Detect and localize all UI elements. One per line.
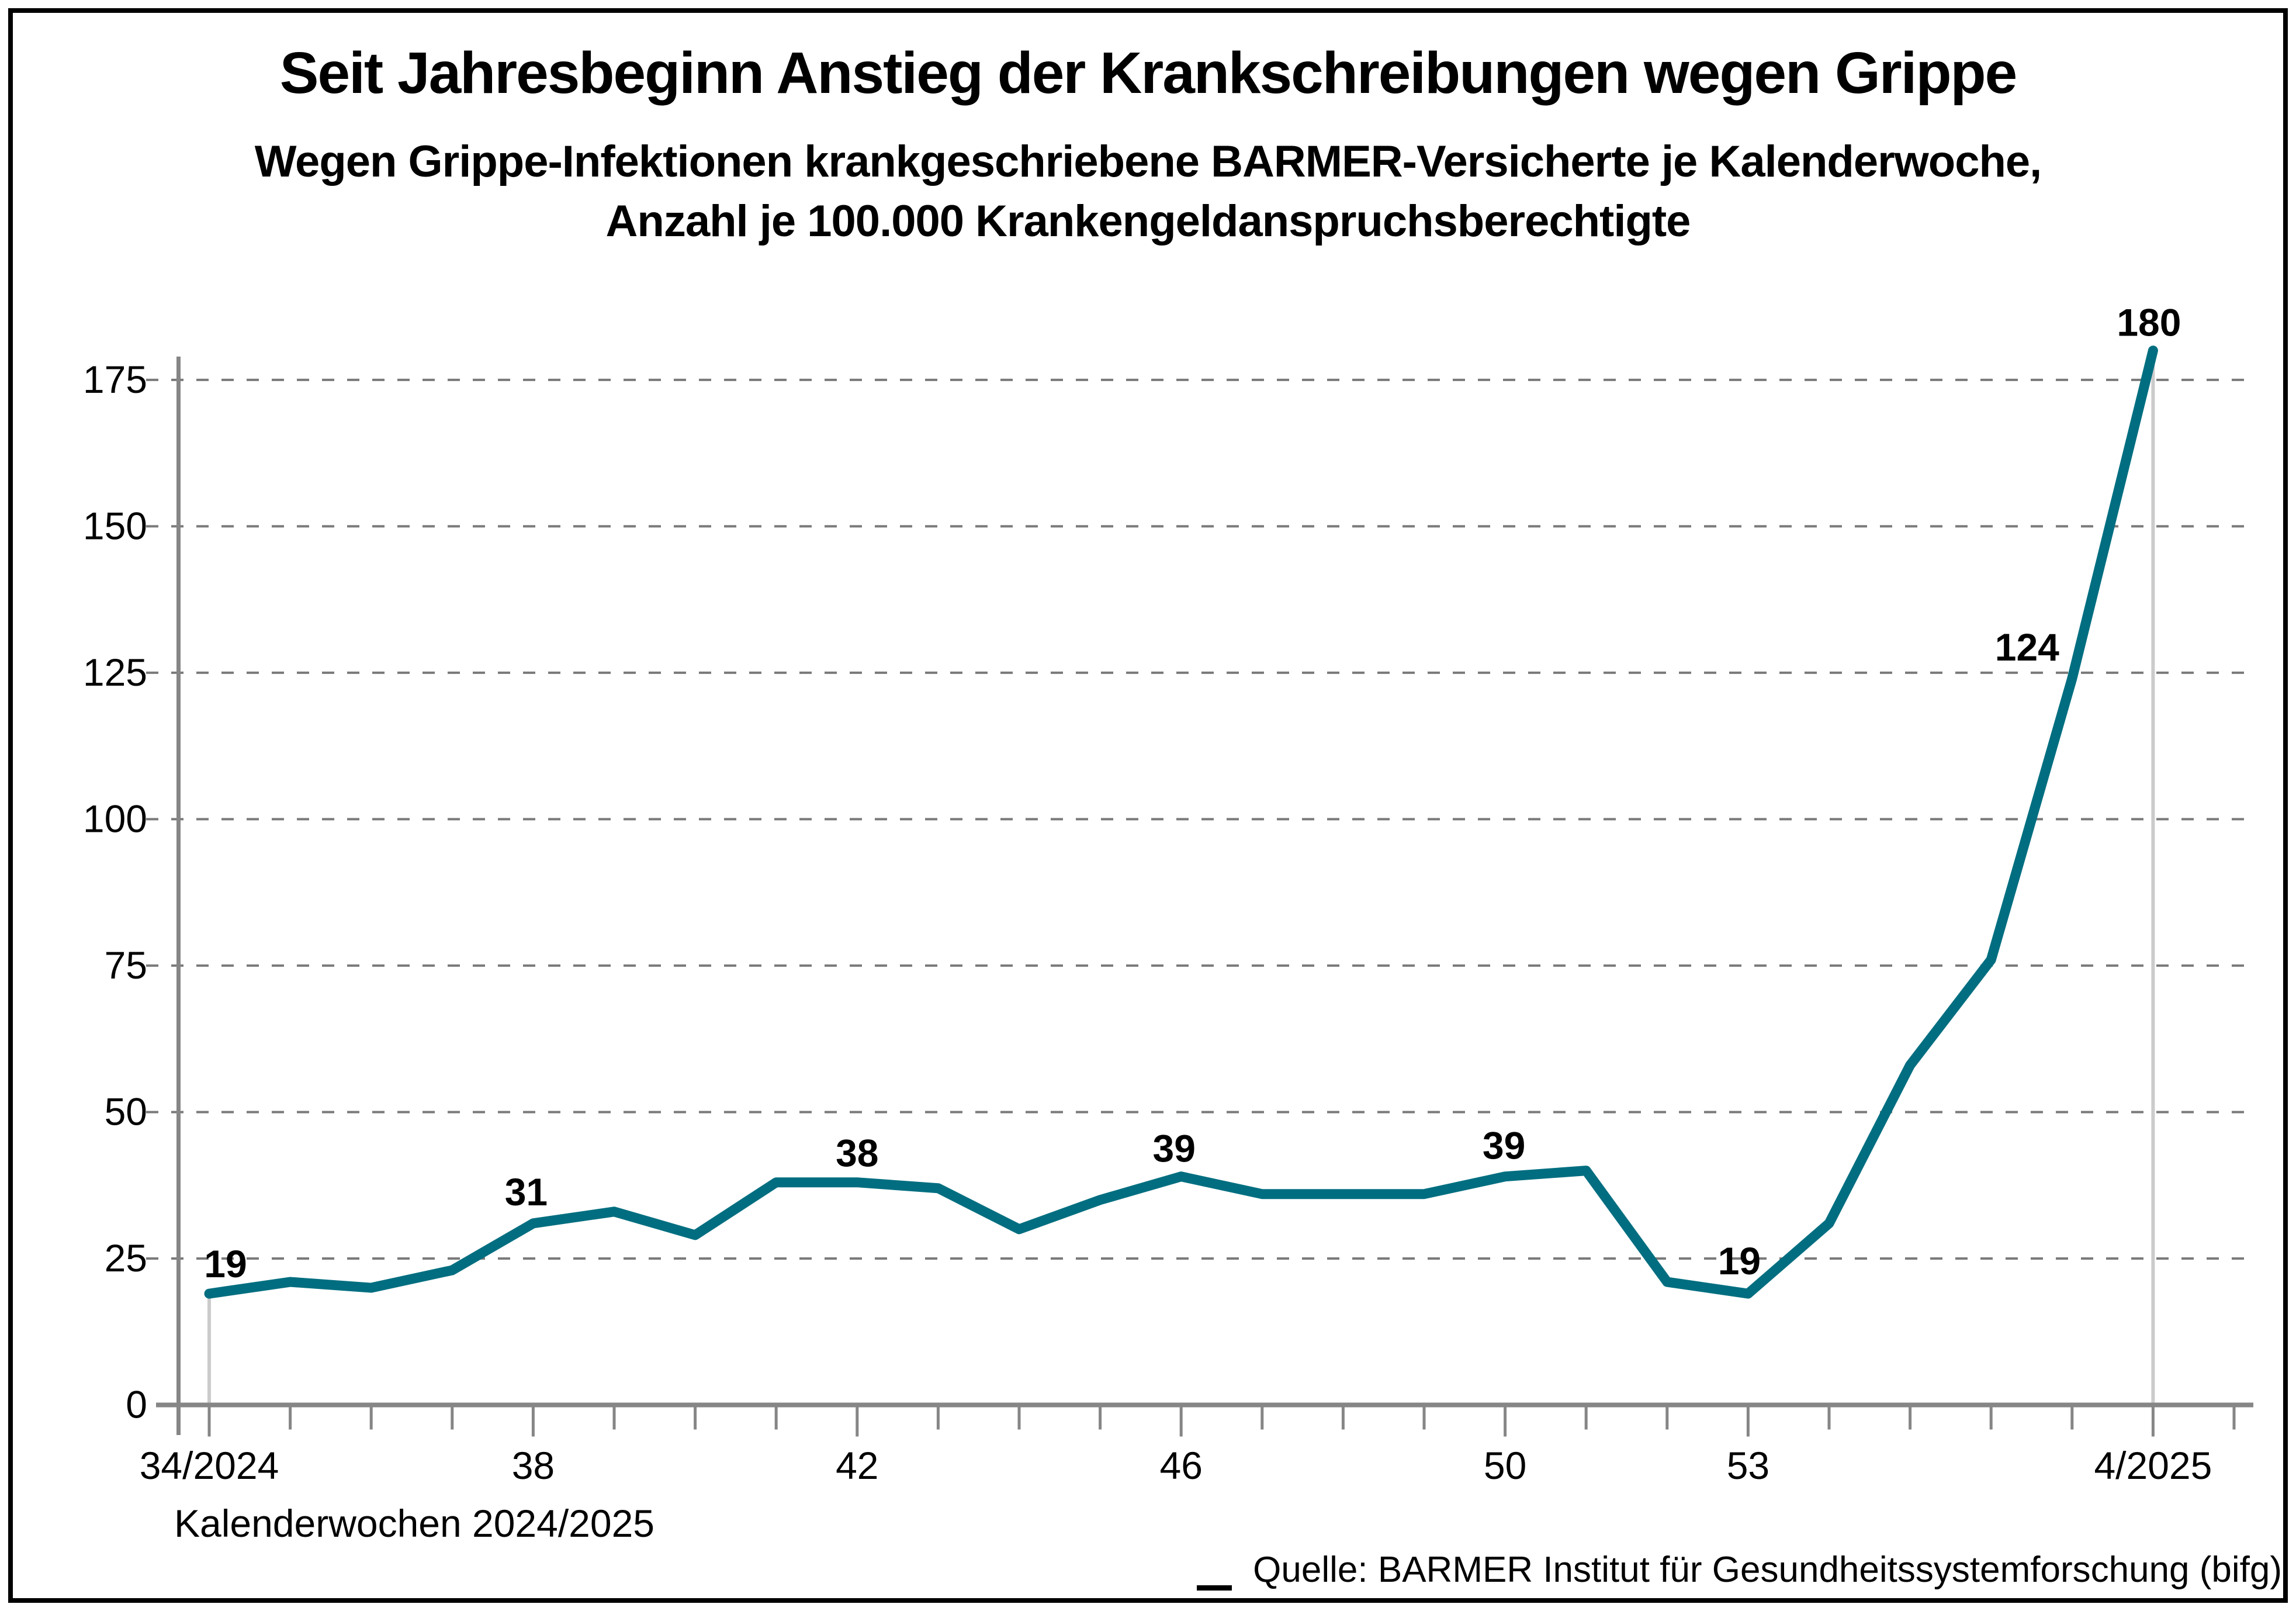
source-credit: Quelle: BARMER Institut für Gesundheitss… (1253, 1550, 2282, 1590)
point-value-label: 180 (2117, 301, 2181, 344)
point-value-label: 19 (204, 1242, 247, 1285)
y-tick-label: 100 (83, 797, 147, 840)
x-tick-label: 4/2025 (2094, 1444, 2212, 1487)
x-tick-label: 38 (512, 1444, 555, 1487)
chart-subtitle-line1: Wegen Grippe-Infektionen krankgeschriebe… (254, 137, 2042, 186)
y-tick-label: 50 (105, 1090, 147, 1133)
point-value-label: 39 (1152, 1127, 1195, 1170)
chart-subtitle: Wegen Grippe-Infektionen krankgeschriebe… (0, 132, 2296, 251)
y-tick-label: 125 (83, 651, 147, 694)
point-value-label: 19 (1718, 1239, 1761, 1282)
chart-subtitle-line2: Anzahl je 100.000 Krankengeldanspruchsbe… (605, 196, 1691, 246)
outer-border (8, 8, 2288, 1603)
point-value-label: 124 (1995, 625, 2059, 669)
series-line (204, 345, 2158, 1299)
chart-title: Seit Jahresbeginn Anstieg der Krankschre… (279, 40, 2017, 106)
source-leader-line (1197, 1585, 1232, 1591)
y-tick-label: 0 (126, 1383, 147, 1426)
x-tick-label: 42 (836, 1444, 878, 1487)
y-tick-label: 150 (83, 504, 147, 547)
point-value-label: 39 (1483, 1124, 1525, 1167)
x-axis-caption: Kalenderwochen 2024/2025 (174, 1502, 655, 1545)
point-value-label: 31 (505, 1170, 548, 1214)
point-value-label: 38 (836, 1132, 878, 1175)
x-tick-label: 50 (1484, 1444, 1526, 1487)
x-tick-label: 46 (1159, 1444, 1202, 1487)
y-tick-label: 175 (83, 358, 147, 401)
x-tick-label: 34/2024 (140, 1444, 279, 1487)
x-tick-label: 53 (1727, 1444, 1769, 1487)
y-tick-label: 25 (105, 1236, 147, 1280)
y-tick-label: 75 (105, 943, 147, 987)
